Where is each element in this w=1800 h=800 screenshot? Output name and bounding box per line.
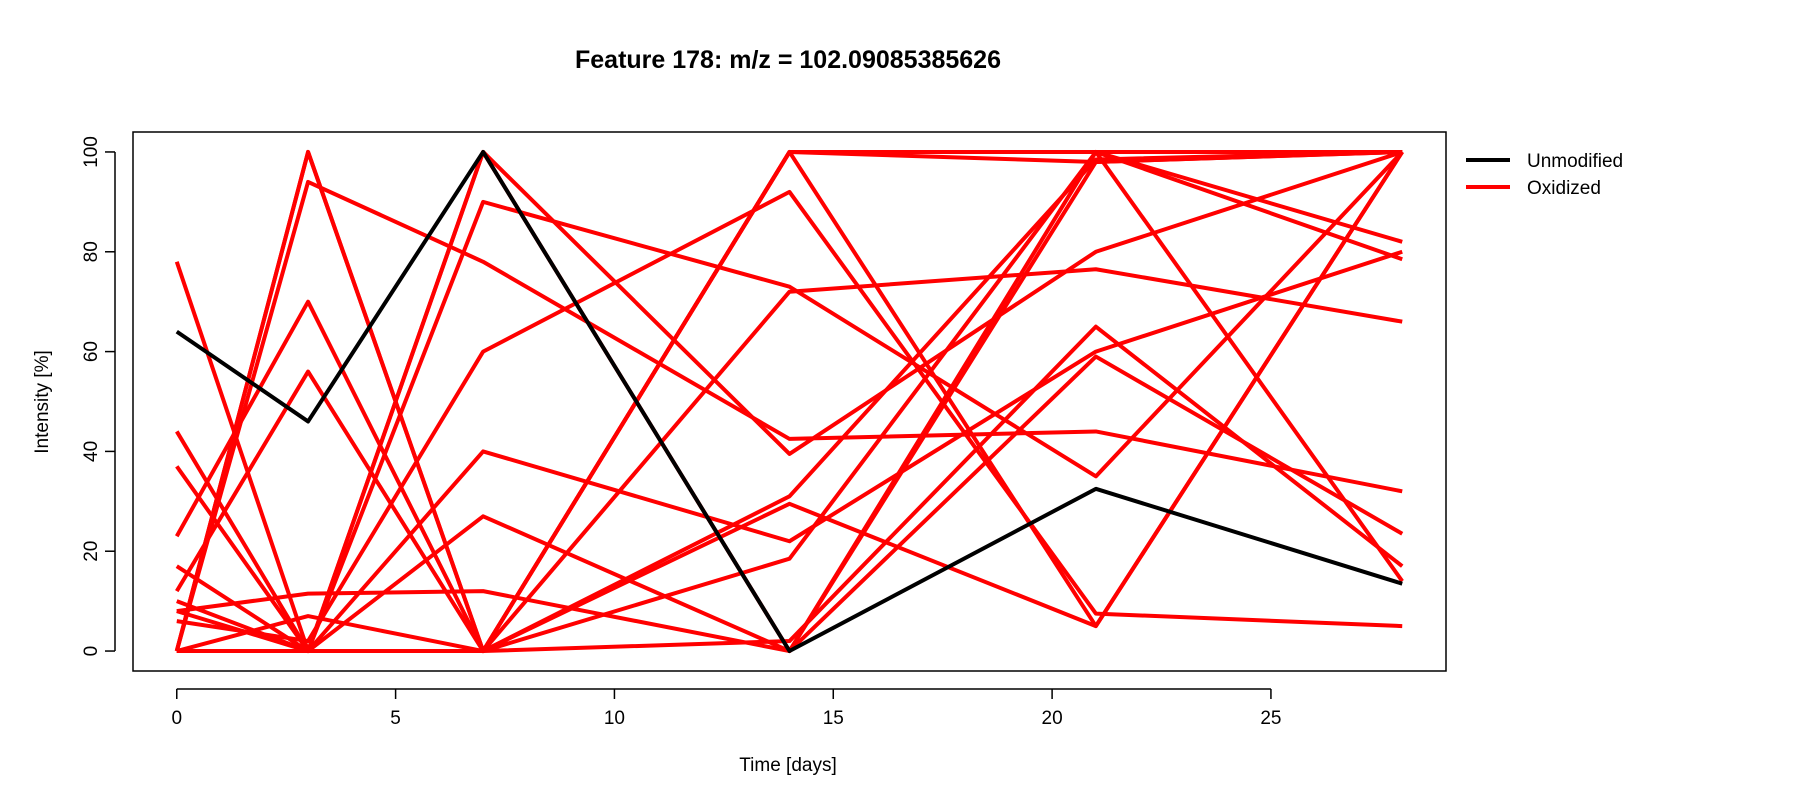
series-line-oxidized-8 xyxy=(175,150,1404,654)
series-line-oxidized-5 xyxy=(175,149,1404,654)
chart-title: Feature 178: m/z = 102.09085385626 xyxy=(575,46,1001,74)
y-tick-label: 20 xyxy=(81,541,102,562)
y-tick-label: 60 xyxy=(81,341,102,362)
x-tick-label: 10 xyxy=(604,708,625,729)
x-axis-label: Time [days] xyxy=(739,755,837,776)
axes-layer: 0 5 10 15 20 25 0 20 40 60 80 100 xyxy=(81,136,1281,729)
x-tick-label: 25 xyxy=(1260,708,1281,729)
series-line-unmodified-1 xyxy=(175,149,1403,654)
series-line-oxidized-18 xyxy=(176,324,1404,654)
y-tick-label: 80 xyxy=(81,241,102,262)
series-line-oxidized-17 xyxy=(176,249,1403,654)
series-line-oxidized-4 xyxy=(174,179,1403,652)
y-tick-label: 40 xyxy=(81,441,102,462)
y-axis-label: Intensity [%] xyxy=(32,350,53,454)
legend-label-unmodified: Unmodified xyxy=(1527,151,1623,172)
x-tick-label: 0 xyxy=(171,708,182,729)
series-line-oxidized-14 xyxy=(176,149,1403,654)
series-layer xyxy=(174,149,1404,654)
series-line-oxidized-6 xyxy=(174,149,1403,654)
series-line-oxidized-15 xyxy=(176,354,1404,654)
y-tick-label: 0 xyxy=(81,646,102,657)
series-line-oxidized-10 xyxy=(176,189,1403,644)
series-line-oxidized-2 xyxy=(174,149,1403,654)
y-tick-label: 100 xyxy=(81,136,102,168)
x-tick-label: 15 xyxy=(823,708,844,729)
series-line-oxidized-9 xyxy=(176,149,1403,654)
series-line-oxidized-7 xyxy=(175,149,1403,654)
series-line-oxidized-16 xyxy=(176,149,1404,654)
legend-label-oxidized: Oxidized xyxy=(1527,178,1601,199)
x-tick-label: 5 xyxy=(390,708,401,729)
legend: Unmodified Oxidized xyxy=(1466,151,1623,199)
series-line-oxidized-3 xyxy=(174,149,1403,654)
plot-frame xyxy=(132,131,1447,672)
x-tick-label: 20 xyxy=(1042,708,1063,729)
series-line-oxidized-13 xyxy=(175,150,1404,654)
series-line-oxidized-11 xyxy=(176,149,1403,654)
series-line-oxidized-12 xyxy=(175,267,1403,654)
